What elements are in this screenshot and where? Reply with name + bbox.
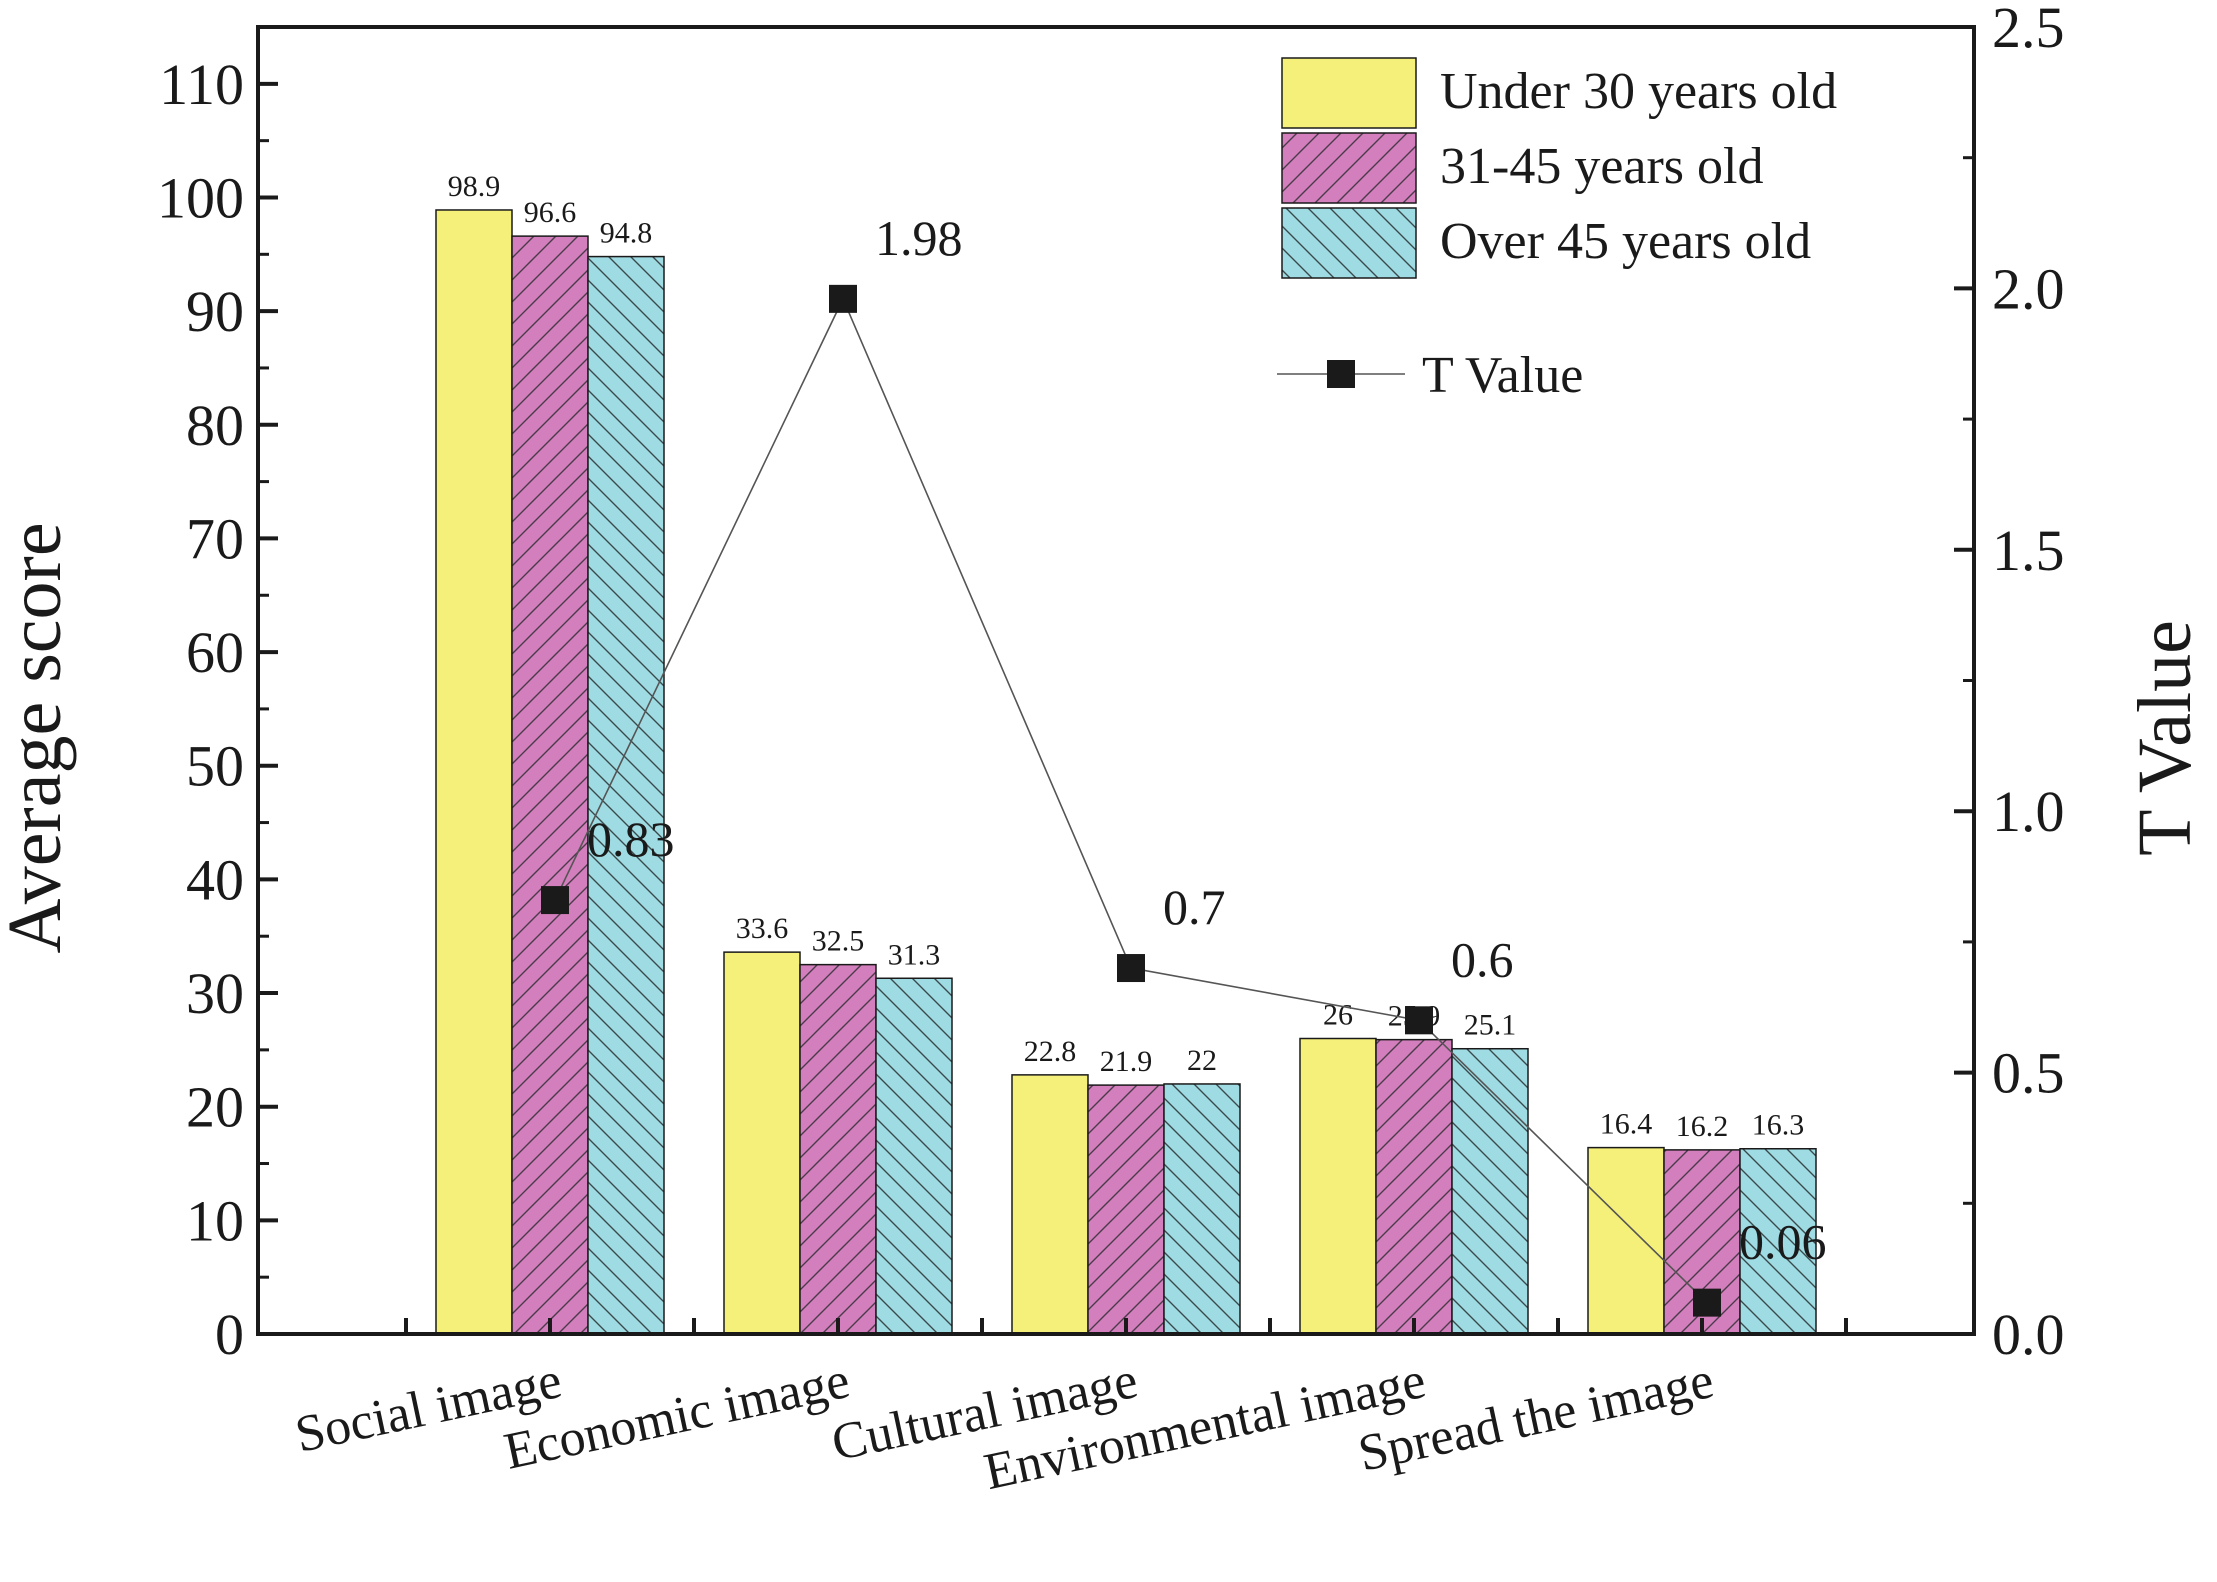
y-tick-label: 60 [186, 620, 244, 685]
t-value-label: 1.98 [875, 210, 963, 266]
y-tick-label: 20 [186, 1075, 244, 1140]
y-tick-label: 100 [157, 165, 244, 230]
y2-axis-title: T Value [2123, 620, 2207, 856]
y-tick-label: 0 [215, 1302, 244, 1367]
x-axis-ticks [404, 1318, 1848, 1334]
legend-label: T Value [1422, 347, 1583, 404]
bar-value-label: 96.6 [524, 196, 577, 229]
t-value-marker [1693, 1288, 1721, 1317]
y-tick-label: 110 [159, 52, 244, 117]
bar-value-label: 16.4 [1600, 1108, 1653, 1141]
t-value-line-series: 0.83 1.98 0.7 0.6 0.06 [541, 210, 1827, 1317]
t-value-marker [1117, 954, 1145, 983]
y-tick-label: 80 [186, 393, 244, 458]
bar [799, 963, 877, 1335]
bar [1163, 1083, 1241, 1335]
bar [1011, 1074, 1089, 1335]
bar [875, 977, 953, 1335]
bar-value-labels: 98.996.694.833.632.531.322.821.9222625.9… [448, 170, 1805, 1143]
y2-tick-label: 0.0 [1992, 1302, 2065, 1367]
bar [1375, 1038, 1453, 1335]
bar-value-label: 21.9 [1100, 1045, 1153, 1078]
legend-label: Under 30 years old [1440, 63, 1837, 120]
bar-value-label: 94.8 [600, 217, 653, 250]
bar [587, 255, 665, 1335]
legend-marker-sample [1327, 360, 1355, 388]
bar-value-label: 33.6 [736, 912, 789, 945]
y-tick-label: 30 [186, 961, 244, 1026]
legend: Under 30 years old 31-45 years old Over 45… [1277, 57, 1837, 404]
y2-tick-label: 0.5 [1992, 1041, 2065, 1106]
bar [1087, 1084, 1165, 1335]
legend-swatch [1281, 207, 1417, 279]
right-axis-ticks: 0.0 0.5 1.0 1.5 2.0 2.5 [1954, 0, 2065, 1367]
bar [1739, 1147, 1817, 1335]
t-value-label: 0.06 [1739, 1214, 1827, 1270]
bar [1299, 1037, 1377, 1335]
y2-tick-label: 2.5 [1992, 0, 2065, 60]
t-value-marker [829, 284, 857, 313]
bar [511, 235, 589, 1335]
bar [435, 209, 513, 1335]
y2-tick-label: 1.5 [1992, 518, 2065, 583]
y-tick-label: 10 [186, 1188, 244, 1253]
y-tick-label: 70 [186, 506, 244, 571]
bar-value-label: 22.8 [1024, 1035, 1077, 1068]
bar-value-label: 22 [1187, 1044, 1217, 1077]
bar-value-label: 98.9 [448, 170, 501, 203]
y2-tick-label: 2.0 [1992, 256, 2065, 321]
legend-label: 31-45 years old [1440, 138, 1763, 195]
legend-label: Over 45 years old [1440, 213, 1811, 270]
bar-value-label: 16.2 [1676, 1110, 1729, 1143]
bar [1451, 1047, 1529, 1335]
legend-swatch [1281, 57, 1417, 129]
legend-swatch [1281, 132, 1417, 204]
y-axis-title: Average score [0, 522, 77, 953]
t-value-marker [1405, 1006, 1433, 1035]
left-axis-ticks: 0 10 20 30 40 50 60 70 80 90 100 110 [157, 52, 278, 1367]
y-tick-label: 90 [186, 279, 244, 344]
t-value-label: 0.83 [587, 811, 675, 867]
t-value-label: 0.6 [1451, 931, 1514, 987]
bar-value-label: 32.5 [812, 925, 865, 958]
bar [723, 951, 801, 1335]
bars [435, 209, 1817, 1335]
bar-value-label: 31.3 [888, 938, 941, 971]
bar [1587, 1146, 1665, 1335]
y-tick-label: 40 [186, 847, 244, 912]
bar-value-label: 16.3 [1752, 1109, 1805, 1142]
y2-tick-label: 1.0 [1992, 779, 2065, 844]
bar-value-label: 25.1 [1464, 1009, 1517, 1042]
y-tick-label: 50 [186, 734, 244, 799]
t-value-label: 0.7 [1163, 879, 1226, 935]
t-value-marker [541, 886, 569, 915]
